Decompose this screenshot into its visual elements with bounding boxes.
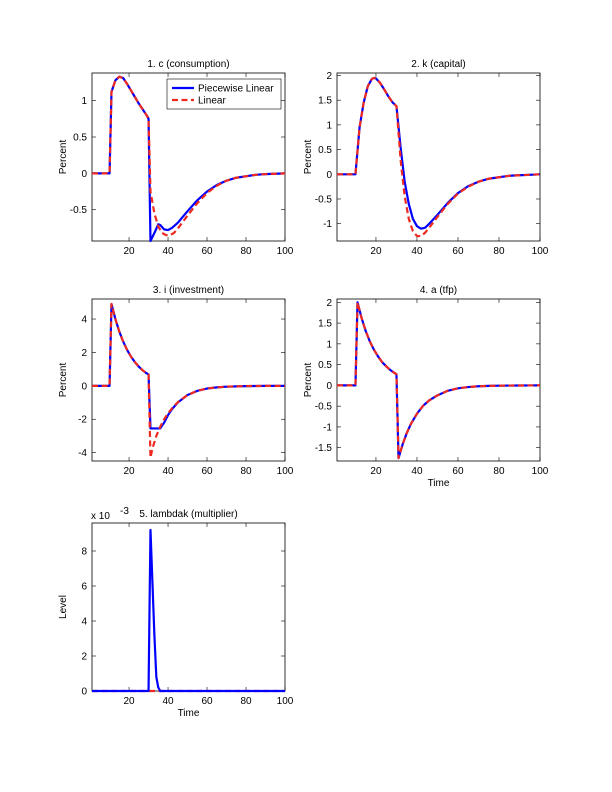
x-tick-label: 40	[162, 696, 174, 707]
x-tick-label: 100	[277, 696, 294, 707]
y-tick-label: -2	[78, 415, 87, 426]
series-line-linear	[337, 76, 541, 238]
y-tick-label: 1.5	[318, 96, 332, 107]
plot-area	[336, 298, 541, 462]
x-tick-label: 60	[201, 246, 213, 257]
x-tick-label: 40	[411, 246, 423, 257]
y-tick-label: 4	[81, 315, 87, 326]
y-axis-label: Percent	[58, 140, 69, 175]
y-tick-label: 2	[81, 348, 87, 359]
legend-box	[166, 78, 282, 110]
x-tick-label: 20	[123, 466, 135, 477]
y-tick-label: 6	[81, 582, 87, 593]
y-tick-label: 0	[326, 170, 332, 181]
y-tick-label: 1	[326, 120, 332, 131]
subplot-5: 20 40 60 80 100 0 2 4 6 8 5. lambdak (multiplier) L…	[58, 506, 294, 719]
series-line-linear	[92, 75, 286, 237]
subplot-1: 20 40 60 80 100 -0.5 0 0.5 1 1. c (consumption) Pe…	[58, 59, 294, 257]
chart-title: 2. k (capital)	[411, 59, 465, 70]
y-axis-label: Percent	[58, 363, 69, 398]
x-tick-label: 20	[123, 246, 135, 257]
subplot-2: 20 40 60 80 100 -1 -0.5 0 0.5 1 1.5 2 2. k (capital)…	[303, 59, 549, 257]
y-tick-label: -0.5	[315, 195, 333, 206]
x-tick-label: 20	[123, 696, 135, 707]
x-tick-label: 60	[452, 246, 464, 257]
x-tick-label: 60	[201, 696, 213, 707]
x-tick-label: 80	[493, 246, 505, 257]
x-axis-label: Time	[178, 708, 200, 719]
plot-area	[91, 298, 286, 462]
chart-title: 4. a (tfp)	[420, 285, 457, 296]
axis-exponent-power: -3	[120, 506, 129, 517]
y-tick-label: 2	[326, 71, 332, 82]
y-tick-label: 4	[81, 617, 87, 628]
x-tick-label: 100	[532, 246, 549, 257]
series-line-piecewise-linear	[92, 528, 285, 693]
y-tick-label: -1.5	[315, 443, 333, 454]
plot-area	[91, 522, 286, 692]
x-tick-label: 100	[277, 466, 294, 477]
y-tick-label: 0	[81, 381, 87, 392]
y-axis-label: Level	[58, 595, 69, 619]
y-tick-label: 0	[81, 687, 87, 698]
y-tick-label: 0.5	[318, 360, 332, 371]
y-tick-label: 8	[81, 547, 87, 558]
y-tick-label: 2	[326, 298, 332, 309]
x-axis-label: Time	[428, 478, 450, 489]
y-tick-label: 1	[326, 339, 332, 350]
subplot-4: 20 40 60 80 100 -1.5 -1 -0.5 0 0.5 1 1.5 2 4. a (tfp)…	[303, 285, 549, 489]
y-tick-label: 0	[326, 381, 332, 392]
x-tick-label: 80	[493, 466, 505, 477]
series-line-linear	[337, 301, 541, 460]
x-tick-label: 80	[240, 696, 252, 707]
x-tick-label: 60	[452, 466, 464, 477]
x-tick-label: 100	[532, 466, 549, 477]
y-axis-label: Percent	[303, 140, 314, 175]
y-tick-label: 0.5	[318, 145, 332, 156]
y-tick-label: 0.5	[73, 133, 87, 144]
y-tick-label: -0.5	[315, 402, 333, 413]
chart-title: 5. lambdak (multiplier)	[139, 509, 237, 520]
y-tick-label: 1	[81, 96, 87, 107]
axis-exponent-label: x 10	[91, 511, 110, 522]
x-tick-label: 80	[240, 466, 252, 477]
x-tick-label: 20	[370, 466, 382, 477]
x-tick-label: 40	[411, 466, 423, 477]
y-tick-label: -1	[323, 219, 332, 230]
x-tick-label: 100	[277, 246, 294, 257]
subplot-3: 20 40 60 80 100 -4 -2 0 2 4 3. i (investment) Perce…	[58, 285, 294, 477]
legend-label: Linear	[198, 96, 226, 107]
chart-title: 1. c (consumption)	[147, 59, 229, 70]
y-axis-label: Percent	[303, 363, 314, 398]
y-tick-label: -4	[78, 448, 87, 459]
x-tick-label: 40	[162, 466, 174, 477]
series-line-piecewise-linear	[92, 302, 286, 430]
y-tick-label: -1	[323, 422, 332, 433]
y-tick-label: 2	[81, 652, 87, 663]
x-tick-label: 20	[370, 246, 382, 257]
y-tick-label: -0.5	[70, 205, 88, 216]
x-tick-label: 60	[201, 466, 213, 477]
legend-label: Piecewise Linear	[198, 84, 274, 95]
x-tick-label: 80	[240, 246, 252, 257]
chart-title: 3. i (investment)	[153, 285, 224, 296]
y-tick-label: 1.5	[318, 319, 332, 330]
y-tick-label: 0	[81, 169, 87, 180]
x-tick-label: 40	[162, 246, 174, 257]
